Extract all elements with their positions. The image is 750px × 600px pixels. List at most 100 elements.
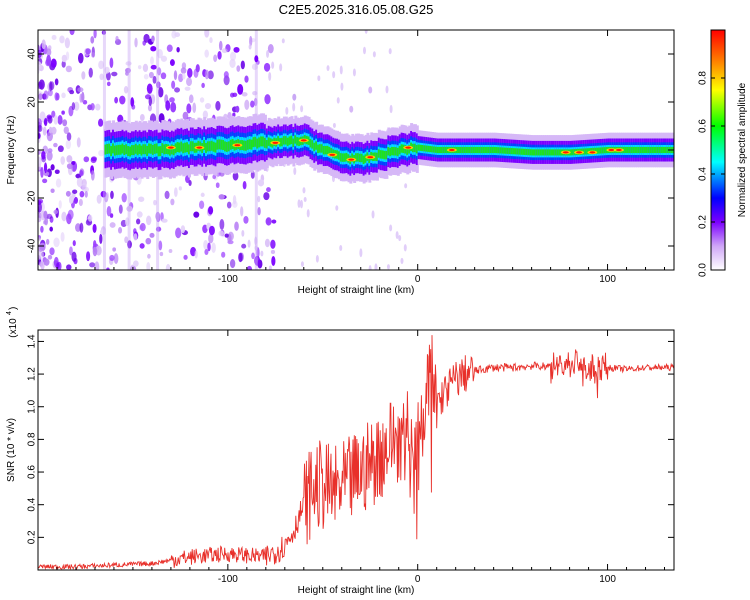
- noise-blob: [79, 222, 84, 233]
- noise-blob: [158, 240, 163, 251]
- snr-y-scale: (x10 4 ): [6, 307, 19, 338]
- noise-blob: [368, 86, 373, 94]
- noise-blob: [208, 225, 215, 236]
- ridge-band: [318, 144, 322, 153]
- noise-blob: [235, 105, 240, 113]
- noise-blob: [315, 255, 319, 263]
- ridge-band: [649, 146, 653, 154]
- ridge-band: [628, 146, 632, 154]
- ridge-band: [438, 146, 442, 154]
- noise-blob: [156, 81, 161, 89]
- noise-blob: [271, 256, 276, 267]
- ridge-band: [552, 149, 556, 156]
- noise-blob: [38, 217, 42, 223]
- noise-blob: [119, 95, 126, 105]
- noise-blob: [145, 237, 152, 245]
- noise-blob: [173, 187, 178, 198]
- noise-blob: [72, 189, 78, 194]
- noise-blob: [244, 75, 249, 83]
- noise-blob: [61, 110, 65, 115]
- noise-blob: [53, 237, 60, 248]
- noise-blob: [49, 81, 55, 91]
- noise-blob: [54, 169, 60, 175]
- spectrogram-heatmap: [38, 30, 674, 270]
- noise-blob: [249, 35, 253, 47]
- ridge-band: [197, 140, 201, 151]
- noise-blob: [226, 201, 232, 209]
- noise-blob: [50, 188, 55, 194]
- noise-blob: [38, 200, 42, 205]
- ridge-band: [468, 146, 472, 154]
- noise-blob: [266, 50, 270, 58]
- noise-blob: [106, 206, 112, 217]
- ridge-band: [243, 140, 247, 151]
- ridge-band: [119, 144, 123, 155]
- spectrogram-y-ticks: 40 20 0 -20 -40: [27, 48, 674, 253]
- noise-blob: [254, 55, 259, 63]
- noise-blob: [300, 261, 304, 268]
- noise-blob: [389, 224, 393, 232]
- ridge-band: [258, 137, 262, 148]
- ridge-band: [150, 143, 154, 154]
- ridge-band: [313, 142, 317, 152]
- noise-blob: [113, 253, 119, 264]
- noise-blob: [81, 71, 86, 80]
- noise-blob: [352, 68, 356, 77]
- ridge-band: [191, 141, 195, 152]
- noise-blob: [403, 244, 407, 252]
- noise-blob: [43, 90, 49, 100]
- ridge-band: [254, 136, 258, 147]
- noise-blob: [49, 226, 53, 232]
- hot-spot-core: [367, 156, 374, 159]
- snr-y-label: SNR (10 * v/v): [6, 418, 17, 482]
- ridge-band: [142, 144, 146, 155]
- ridge-band: [381, 150, 385, 159]
- noise-blob: [386, 264, 390, 270]
- noise-blob: [94, 261, 100, 270]
- noise-blob: [106, 81, 111, 87]
- noise-blob: [46, 213, 53, 219]
- noise-blob: [95, 103, 101, 111]
- noise-blob: [212, 174, 217, 180]
- noise-blob: [207, 206, 214, 215]
- noise-blob: [229, 58, 236, 68]
- noise-blob: [404, 183, 408, 189]
- ridge-band: [474, 146, 478, 154]
- ridge-band: [108, 143, 112, 154]
- ridge-band: [421, 145, 425, 152]
- ridge-band: [656, 146, 660, 154]
- y-tick-label: 1.2: [27, 367, 38, 381]
- noise-blob: [306, 209, 310, 218]
- noise-blob: [47, 254, 53, 260]
- noise-blob: [170, 102, 177, 113]
- ridge-band: [482, 146, 486, 154]
- noise-blob: [59, 35, 65, 44]
- ridge-band: [660, 146, 664, 154]
- noise-blob: [218, 194, 225, 200]
- noise-blob: [180, 67, 187, 74]
- ridge-band: [525, 148, 529, 156]
- ridge-band: [307, 136, 311, 145]
- ridge-band: [140, 145, 144, 156]
- ridge-band: [655, 146, 659, 154]
- noise-blob: [271, 61, 275, 69]
- noise-blob: [46, 130, 53, 142]
- ridge-band: [626, 146, 630, 154]
- ridge-band: [161, 143, 165, 154]
- noise-blob: [224, 233, 229, 238]
- ridge-band: [484, 146, 488, 154]
- noise-blob: [40, 260, 45, 270]
- noise-blob: [148, 71, 154, 79]
- noise-blob: [79, 190, 85, 198]
- noise-blob: [139, 243, 145, 249]
- noise-blob: [181, 72, 186, 80]
- noise-blob: [175, 227, 182, 239]
- noise-blob: [285, 106, 289, 115]
- snr-panel: -100 0 100 0.2 0.4 0.6 0.8 1.0 1.2 1.4 Height of…: [6, 307, 675, 596]
- noise-blob: [218, 40, 223, 51]
- x-tick-label: -100: [218, 274, 238, 285]
- noise-blob: [38, 156, 42, 167]
- noise-blob: [263, 192, 270, 201]
- ridge-band: [406, 146, 410, 155]
- noise-blob: [217, 51, 222, 60]
